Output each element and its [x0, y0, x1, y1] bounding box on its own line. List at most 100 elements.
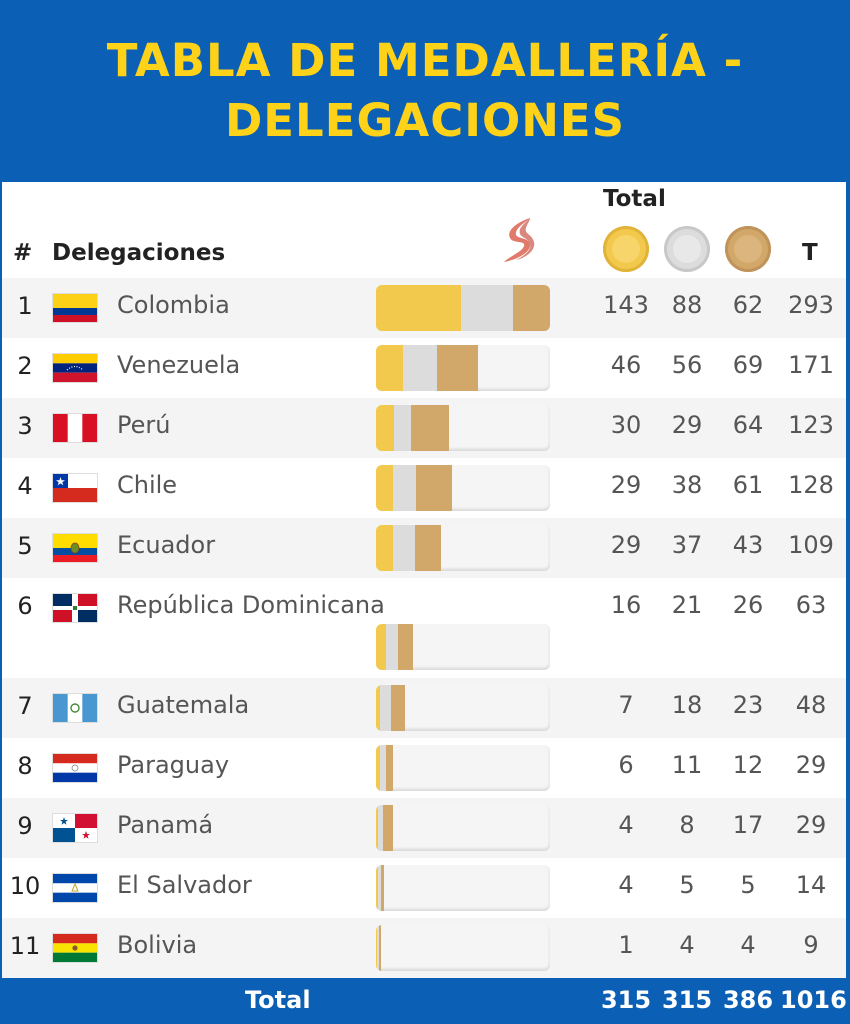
bar-silver-segment: [393, 405, 412, 451]
row-country-name: Colombia: [117, 291, 230, 319]
table-row: 8 Paraguay 6 11 12 29: [2, 738, 846, 798]
medal-distribution-bar: [376, 285, 550, 331]
row-bronze-count: 69: [732, 351, 764, 379]
row-rank: 9: [17, 812, 33, 840]
row-rank: 3: [17, 412, 33, 440]
bar-gold-segment: [376, 925, 377, 971]
row-rank: 4: [17, 472, 33, 500]
row-total-count: 109: [788, 531, 834, 559]
bronze-medal-icon: [725, 226, 771, 272]
table-row: 11 Bolivia 1 4 4 9: [2, 918, 846, 978]
row-silver-count: 21: [671, 591, 703, 619]
row-country-name: Venezuela: [117, 351, 241, 379]
bar-silver-segment: [385, 624, 398, 670]
flag-panama-icon: [53, 814, 97, 842]
row-gold-count: 4: [618, 811, 634, 839]
bar-silver-segment: [393, 465, 416, 511]
flag-chile-icon: [53, 474, 97, 502]
bar-bronze-segment: [378, 925, 382, 971]
table-row: 10 El Salvador 4 5 5 14: [2, 858, 846, 918]
title-line-2: DELEGACIONES: [224, 94, 626, 147]
flag-dominican-republic-icon: [53, 594, 97, 622]
medal-distribution-bar: [376, 805, 550, 851]
footer-bronze-total: 386: [722, 986, 774, 1014]
row-gold-count: 7: [618, 691, 634, 719]
row-total-count: 29: [795, 811, 827, 839]
footer-total-label: Total: [245, 986, 311, 1014]
bar-bronze-segment: [415, 525, 441, 571]
bar-bronze-segment: [383, 805, 394, 851]
footer-gold-total: 315: [600, 986, 652, 1014]
row-bronze-count: 62: [732, 291, 764, 319]
flag-el-salvador-icon: [53, 874, 97, 902]
row-total-count: 29: [795, 751, 827, 779]
row-gold-count: 6: [618, 751, 634, 779]
row-gold-count: 30: [610, 411, 642, 439]
bar-gold-segment: [376, 345, 404, 391]
row-country-name: Ecuador: [117, 531, 216, 559]
row-silver-count: 37: [671, 531, 703, 559]
bar-silver-segment: [376, 925, 379, 971]
row-bronze-count: 17: [732, 811, 764, 839]
table-row: 6 República Dominicana 16 21 26 63: [2, 578, 846, 678]
row-rank: 5: [17, 532, 33, 560]
bar-gold-segment: [376, 525, 394, 571]
row-silver-count: 29: [671, 411, 703, 439]
header-total-label: Total: [603, 186, 666, 212]
medal-distribution-bar: [376, 925, 550, 971]
row-rank: 1: [17, 292, 33, 320]
row-total-count: 9: [803, 931, 819, 959]
row-gold-count: 16: [610, 591, 642, 619]
table-row: 2 Venezuela 46 56 69 171: [2, 338, 846, 398]
row-silver-count: 4: [679, 931, 695, 959]
row-country-name: Bolivia: [117, 931, 198, 959]
table-row: 9 Panamá 4 8 17 29: [2, 798, 846, 858]
row-silver-count: 38: [671, 471, 703, 499]
row-gold-count: 29: [610, 471, 642, 499]
bar-bronze-segment: [381, 865, 385, 911]
bar-silver-segment: [460, 285, 514, 331]
row-bronze-count: 23: [732, 691, 764, 719]
table-row: 7 Guatemala 7 18 23 48: [2, 678, 846, 738]
table-row: 5 Ecuador 29 37 43 109: [2, 518, 846, 578]
bar-gold-segment: [376, 405, 394, 451]
gold-medal-icon: [603, 226, 649, 272]
footer-grand-total: 1016: [780, 986, 847, 1014]
flag-colombia-icon: [53, 294, 97, 322]
row-bronze-count: 4: [740, 931, 756, 959]
row-rank: 6: [17, 592, 33, 620]
bar-gold-segment: [376, 865, 379, 911]
bar-bronze-segment: [436, 345, 478, 391]
row-rank: 8: [17, 752, 33, 780]
bar-silver-segment: [403, 345, 437, 391]
medal-distribution-bar: [376, 525, 550, 571]
row-country-name: El Salvador: [117, 871, 252, 899]
row-silver-count: 11: [671, 751, 703, 779]
row-bronze-count: 12: [732, 751, 764, 779]
bar-bronze-segment: [397, 624, 414, 670]
footer-silver-total: 315: [661, 986, 713, 1014]
row-total-count: 48: [795, 691, 827, 719]
row-rank: 11: [9, 932, 41, 960]
bar-silver-segment: [380, 685, 391, 731]
row-silver-count: 88: [671, 291, 703, 319]
row-bronze-count: 61: [732, 471, 764, 499]
row-bronze-count: 5: [740, 871, 756, 899]
flag-ecuador-icon: [53, 534, 97, 562]
row-total-count: 128: [788, 471, 834, 499]
games-logo-icon: [504, 218, 535, 262]
row-silver-count: 18: [671, 691, 703, 719]
medal-distribution-bar: [376, 405, 550, 451]
row-gold-count: 46: [610, 351, 642, 379]
flag-guatemala-icon: [53, 694, 97, 722]
row-rank: 7: [17, 692, 33, 720]
row-total-count: 171: [788, 351, 834, 379]
row-bronze-count: 64: [732, 411, 764, 439]
header-rank-label: #: [13, 240, 33, 266]
medal-distribution-bar: [376, 465, 550, 511]
flag-peru-icon: [53, 414, 97, 442]
bar-bronze-segment: [415, 465, 452, 511]
medal-distribution-bar: [376, 685, 550, 731]
bar-silver-segment: [378, 805, 384, 851]
bar-gold-segment: [376, 465, 394, 511]
